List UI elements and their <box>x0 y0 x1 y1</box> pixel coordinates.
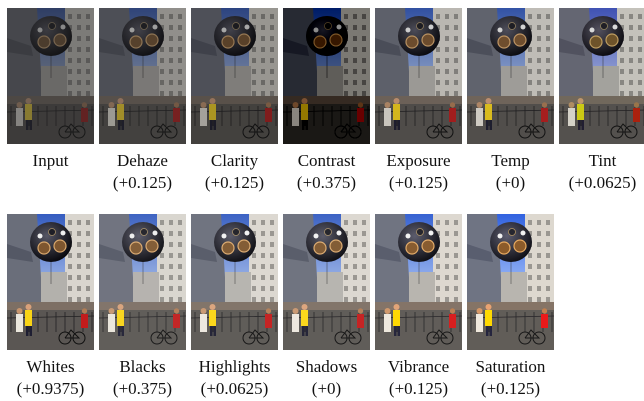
figure-panel: Exposure (+0.125) <box>375 8 462 194</box>
photo-thumbnail <box>99 8 186 144</box>
panel-label: Whites <box>26 357 75 376</box>
figure-panel: Clarity (+0.125) <box>191 8 278 194</box>
panel-value: (+0.125) <box>388 379 449 398</box>
figure-row-1: Input Dehaze (+0.125) Clarity (+0.125) Contra… <box>7 8 644 194</box>
photo-thumbnail <box>283 8 370 144</box>
photo-thumbnail <box>375 8 462 144</box>
photo-thumbnail <box>559 8 644 144</box>
panel-caption: Temp (+0) <box>491 150 529 194</box>
panel-value: (+0) <box>495 173 526 192</box>
panel-value: (+0.375) <box>112 379 173 398</box>
panel-value: (+0.0625) <box>200 379 269 398</box>
panel-caption: Tint (+0.0625) <box>569 150 637 194</box>
panel-label: Contrast <box>297 151 356 170</box>
figure-panel: Shadows (+0) <box>283 214 370 400</box>
panel-caption: Highlights (+0.0625) <box>199 356 271 400</box>
panel-label: Highlights <box>198 357 271 376</box>
panel-label: Dehaze <box>117 151 168 170</box>
panel-label: Saturation <box>475 357 546 376</box>
panel-caption: Vibrance (+0.125) <box>388 356 449 400</box>
panel-caption: Input <box>33 150 69 172</box>
figure-panel: Input <box>7 8 94 194</box>
panel-caption: Clarity (+0.125) <box>205 150 264 194</box>
panel-value: (+0.125) <box>480 379 541 398</box>
panel-label: Temp <box>491 151 530 170</box>
panel-caption: Saturation (+0.125) <box>476 356 546 400</box>
panel-caption: Contrast (+0.375) <box>297 150 356 194</box>
photo-thumbnail <box>7 214 94 350</box>
figure-panel: Temp (+0) <box>467 8 554 194</box>
panel-caption: Whites (+0.9375) <box>17 356 85 400</box>
panel-value: (+0.375) <box>296 173 357 192</box>
panel-caption: Blacks (+0.375) <box>113 356 172 400</box>
figure-panel: Highlights (+0.0625) <box>191 214 278 400</box>
panel-value: (+0.0625) <box>568 173 637 192</box>
photo-thumbnail <box>191 214 278 350</box>
photo-thumbnail <box>467 8 554 144</box>
photo-thumbnail <box>375 214 462 350</box>
photo-thumbnail <box>99 214 186 350</box>
figure-panel: Saturation (+0.125) <box>467 214 554 400</box>
figure-panel: Vibrance (+0.125) <box>375 214 462 400</box>
panel-label: Exposure <box>386 151 451 170</box>
photo-thumbnail <box>7 8 94 144</box>
panel-caption: Shadows (+0) <box>296 356 357 400</box>
panel-value: (+0.125) <box>112 173 173 192</box>
photo-thumbnail <box>191 8 278 144</box>
panel-label: Blacks <box>119 357 166 376</box>
panel-label: Input <box>32 151 69 170</box>
panel-caption: Dehaze (+0.125) <box>113 150 172 194</box>
figure-panel: Contrast (+0.375) <box>283 8 370 194</box>
figure-panel: Blacks (+0.375) <box>99 214 186 400</box>
panel-value: (+0.9375) <box>16 379 85 398</box>
photo-thumbnail <box>283 214 370 350</box>
panel-label: Vibrance <box>387 357 450 376</box>
panel-value: (+0.125) <box>204 173 265 192</box>
panel-label: Clarity <box>210 151 259 170</box>
panel-value: (+0) <box>311 379 342 398</box>
figure-panel: Tint (+0.0625) <box>559 8 644 194</box>
panel-caption: Exposure (+0.125) <box>386 150 450 194</box>
figure-panel: Dehaze (+0.125) <box>99 8 186 194</box>
panel-label: Shadows <box>295 357 358 376</box>
figure-row-2: Whites (+0.9375) Blacks (+0.375) Highlights (… <box>7 214 554 400</box>
figure-panel: Whites (+0.9375) <box>7 214 94 400</box>
panel-label: Tint <box>588 151 617 170</box>
photo-thumbnail <box>467 214 554 350</box>
panel-value: (+0.125) <box>388 173 449 192</box>
